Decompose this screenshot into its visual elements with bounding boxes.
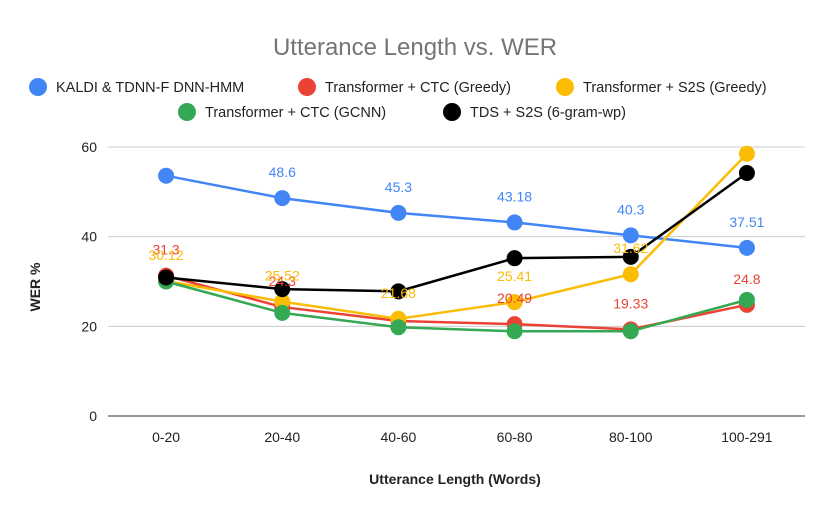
data-label: 37.51 bbox=[729, 214, 764, 230]
series-line bbox=[165, 280, 748, 333]
legend-marker bbox=[29, 78, 47, 96]
gridlines bbox=[108, 146, 805, 417]
x-tick-label: 80-100 bbox=[609, 429, 653, 445]
data-point bbox=[506, 214, 523, 231]
data-point bbox=[622, 323, 639, 340]
data-point bbox=[506, 250, 523, 267]
data-point bbox=[506, 323, 523, 340]
data-point bbox=[158, 167, 175, 184]
x-tick-label: 20-40 bbox=[264, 429, 300, 445]
y-tick-label: 0 bbox=[89, 408, 97, 424]
data-point bbox=[274, 281, 291, 298]
data-labels: 48.6 45.3 43.18 40.3 37.51 31.3 24.3 20.49 19.33… bbox=[149, 164, 765, 311]
legend-marker bbox=[178, 103, 196, 121]
data-point bbox=[390, 283, 407, 300]
data-label: 24.8 bbox=[733, 271, 760, 287]
data-label: 31.3 bbox=[152, 242, 179, 258]
data-point bbox=[738, 239, 755, 256]
legend-label: KALDI & TDNN-F DNN-HMM bbox=[56, 80, 244, 96]
series-line bbox=[165, 274, 748, 331]
data-label: 25.52 bbox=[265, 268, 300, 284]
legend-marker bbox=[556, 78, 574, 96]
x-tick-label: 60-80 bbox=[497, 429, 533, 445]
data-point bbox=[274, 190, 291, 207]
data-label: 21.68 bbox=[381, 285, 416, 301]
data-point bbox=[738, 291, 755, 308]
series-line bbox=[165, 171, 748, 293]
data-point bbox=[622, 266, 639, 283]
y-axis-ticks: 0 20 40 60 bbox=[81, 139, 97, 424]
x-axis-ticks: 0-20 20-40 40-60 60-80 80-100 100-291 bbox=[152, 429, 773, 445]
data-label: 30.12 bbox=[149, 247, 184, 263]
data-point bbox=[274, 293, 291, 310]
x-tick-label: 40-60 bbox=[381, 429, 417, 445]
data-point bbox=[390, 319, 407, 336]
legend-label: Transformer + S2S (Greedy) bbox=[583, 80, 767, 96]
y-tick-label: 40 bbox=[81, 229, 97, 245]
y-tick-label: 20 bbox=[81, 318, 97, 334]
y-axis-title: WER % bbox=[27, 262, 43, 312]
series-line bbox=[165, 174, 748, 250]
data-point bbox=[390, 204, 407, 221]
data-label: 19.33 bbox=[613, 295, 648, 311]
x-axis-title: Utterance Length (Words) bbox=[369, 471, 541, 487]
data-point bbox=[622, 248, 639, 265]
data-point bbox=[274, 304, 291, 321]
data-label: 48.6 bbox=[269, 164, 296, 180]
x-tick-label: 100-291 bbox=[721, 429, 773, 445]
data-label: 45.3 bbox=[385, 179, 412, 195]
data-point bbox=[158, 269, 175, 286]
y-tick-label: 60 bbox=[81, 139, 97, 155]
data-label: 40.3 bbox=[617, 201, 644, 217]
data-point bbox=[622, 227, 639, 244]
data-label: 31.62 bbox=[613, 240, 648, 256]
data-label: 25.41 bbox=[497, 268, 532, 284]
series-line bbox=[165, 152, 748, 321]
data-point bbox=[738, 165, 755, 182]
legend-marker bbox=[443, 103, 461, 121]
legend: KALDI & TDNN-F DNN-HMM Transformer + CTC … bbox=[29, 78, 767, 121]
data-label: 24.3 bbox=[269, 273, 296, 289]
data-label: 43.18 bbox=[497, 188, 532, 204]
legend-label: Transformer + CTC (GCNN) bbox=[205, 105, 386, 121]
series-group bbox=[158, 145, 755, 340]
legend-label: TDS + S2S (6-gram-wp) bbox=[470, 105, 626, 121]
legend-label: Transformer + CTC (Greedy) bbox=[325, 80, 511, 96]
data-label: 20.49 bbox=[497, 290, 532, 306]
x-tick-label: 0-20 bbox=[152, 429, 180, 445]
data-point bbox=[506, 294, 523, 311]
data-point bbox=[738, 145, 755, 162]
legend-marker bbox=[298, 78, 316, 96]
chart-title: Utterance Length vs. WER bbox=[273, 34, 557, 61]
